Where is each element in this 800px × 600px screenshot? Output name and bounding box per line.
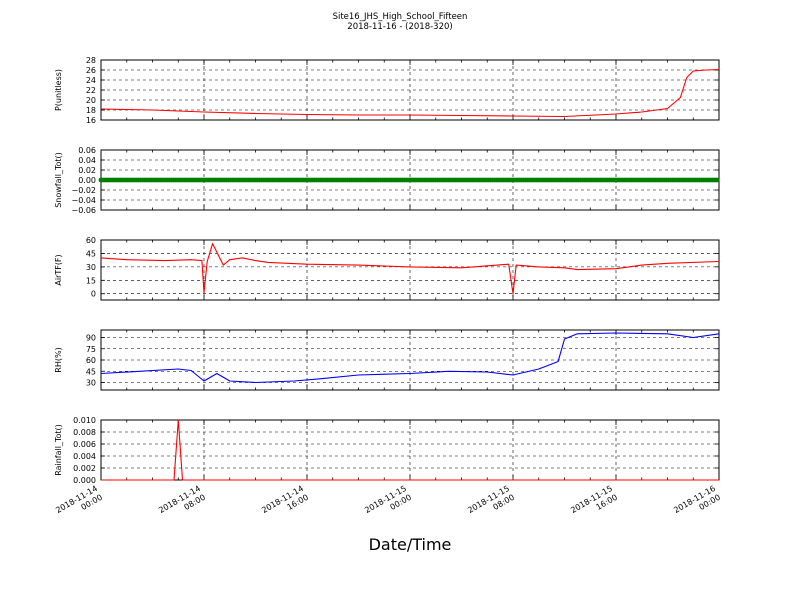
chart-title: Site16_JHS_High_School_Fifteen — [333, 12, 468, 22]
y-tick-label: 30 — [86, 379, 96, 388]
series-line — [101, 419, 719, 481]
subplot-2: −0.06−0.04−0.020.000.020.040.06 Snowfall_… — [54, 146, 720, 215]
y-axis-label: P(unitless) — [54, 69, 63, 111]
y-tick-label: 60 — [86, 236, 96, 245]
y-tick-label: −0.02 — [71, 186, 96, 195]
series — [100, 332, 720, 384]
y-tick-label: 22 — [86, 86, 96, 95]
subplot-3: 0 15 30 45 60 AirTF(F) — [54, 236, 720, 301]
data-point — [714, 177, 720, 183]
y-tick-label: 0.04 — [78, 156, 96, 165]
y-tick-label: 0.02 — [78, 166, 96, 175]
series-line — [100, 68, 720, 118]
series — [98, 177, 720, 183]
y-tick-label: 0.008 — [73, 428, 96, 437]
series-line — [100, 332, 720, 384]
axes-frame — [100, 239, 720, 301]
chart-subtitle: 2018-11-16 - (2018-320) — [347, 22, 452, 32]
axes-frame — [100, 59, 720, 121]
y-axis-label: Rainfall_Tot() — [54, 424, 63, 476]
y-axis-label: AirTF(F) — [54, 254, 63, 285]
x-axis-label: Date/Time — [369, 535, 452, 554]
y-tick-label: 15 — [86, 276, 96, 285]
y-tick-label: 45 — [86, 367, 96, 376]
y-tick-label: 0.000 — [73, 476, 96, 485]
y-tick-label: 0.004 — [73, 452, 96, 461]
y-tick-label: 16 — [86, 116, 96, 125]
y-tick-label: 26 — [86, 66, 96, 75]
y-tick-label: 20 — [86, 96, 96, 105]
series — [100, 243, 720, 295]
y-tick-label: 18 — [86, 106, 96, 115]
series — [101, 419, 719, 481]
subplot-5: 0.000 0.002 0.004 0.006 0.008 0.010 Rainfall_T… — [54, 416, 720, 485]
y-tick-label: 0 — [91, 290, 96, 299]
y-tick-label: 30 — [86, 263, 96, 272]
y-axis-label: RH(%) — [54, 347, 63, 372]
subplot-4: 30 45 60 75 90 RH(%) — [54, 329, 720, 391]
y-axis-label: Snowfall_Tot() — [54, 152, 63, 208]
y-tick-label: −0.04 — [71, 196, 96, 205]
series — [100, 68, 720, 118]
y-tick-label: 28 — [86, 56, 96, 65]
y-tick-label: 45 — [86, 249, 96, 258]
series-line — [100, 243, 720, 295]
axes-frame — [100, 329, 720, 391]
y-tick-label: 0.010 — [73, 416, 96, 425]
y-tick-label: 90 — [86, 334, 96, 343]
y-tick-label: −0.06 — [71, 206, 96, 215]
y-tick-label: 0.06 — [78, 146, 96, 155]
y-tick-label: 0.00 — [78, 176, 96, 185]
y-tick-label: 0.006 — [73, 440, 96, 449]
y-tick-label: 0.002 — [73, 464, 96, 473]
y-tick-label: 75 — [86, 345, 96, 354]
y-tick-label: 60 — [86, 356, 96, 365]
y-tick-label: 24 — [86, 76, 96, 85]
